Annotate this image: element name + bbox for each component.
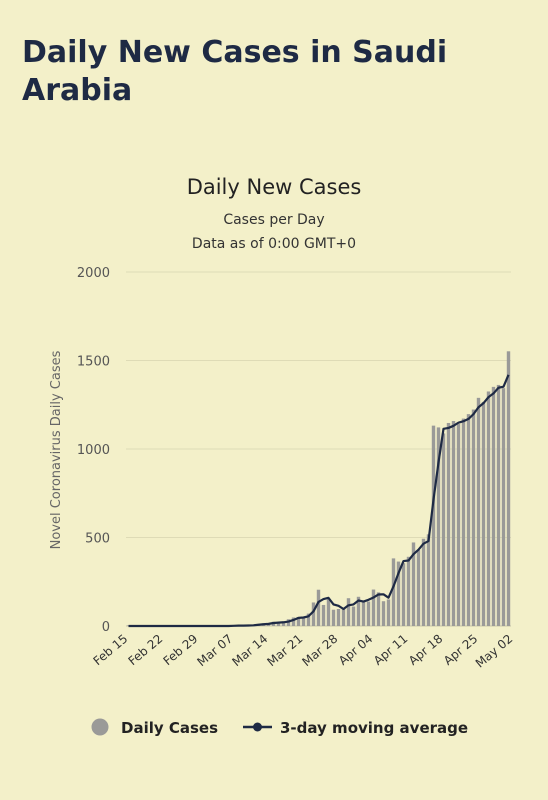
bar [441, 433, 446, 626]
bar [426, 534, 431, 626]
bar [466, 414, 471, 626]
y-axis-label: Novel Coronavirus Daily Cases [49, 350, 64, 549]
bar [496, 384, 501, 626]
bar [316, 589, 321, 626]
bar [291, 617, 296, 626]
y-tick-1500: 1500 [77, 355, 110, 370]
bar [381, 601, 386, 626]
y-tick-500: 500 [85, 532, 110, 547]
bar [501, 388, 506, 626]
bar [396, 561, 401, 626]
x-tick-label: Mar 14 [229, 632, 270, 670]
bar [456, 424, 461, 626]
x-tick-label: Mar 07 [194, 632, 235, 670]
bar [431, 425, 436, 626]
chart-title: Daily New Cases [187, 175, 362, 199]
bar [276, 622, 281, 626]
y-tick-0: 0 [102, 620, 110, 635]
legend-swatch-daily-cases [91, 718, 109, 736]
bar [336, 609, 341, 626]
bar [476, 397, 481, 626]
x-tick-label: Mar 28 [299, 632, 340, 670]
bar [326, 598, 331, 626]
legend: Daily Cases 3-day moving average [91, 718, 468, 737]
bar [391, 558, 396, 626]
x-tick-label: May 02 [473, 632, 516, 671]
bar [471, 409, 476, 626]
chart-data-date: Data as of 0:00 GMT+0 [192, 236, 356, 252]
bar [416, 550, 421, 626]
bar [436, 427, 441, 626]
bar [371, 589, 376, 626]
bar [341, 608, 346, 626]
bar-series-daily-cases [126, 351, 511, 626]
bar [486, 391, 491, 626]
bar [411, 542, 416, 626]
x-tick-label: Mar 21 [264, 632, 305, 670]
bar [401, 563, 406, 626]
bar [421, 538, 426, 626]
bar [321, 604, 326, 626]
bar [386, 599, 391, 626]
bar [281, 622, 286, 626]
bar [361, 601, 366, 626]
bar [266, 624, 271, 626]
bar [506, 351, 511, 626]
x-tick-label: Apr 18 [406, 632, 446, 668]
bar [346, 598, 351, 626]
moving-average-line [128, 374, 510, 628]
bar [331, 609, 336, 626]
chart-subtitle: Cases per Day [223, 212, 324, 228]
bar [376, 592, 381, 626]
x-tick-label: Apr 11 [371, 632, 411, 668]
bar [446, 422, 451, 626]
bar [461, 418, 466, 626]
bar [296, 616, 301, 626]
page-title: Daily New Cases in Saudi Arabia [22, 35, 448, 109]
y-tick-labels: 0 500 1000 1500 2000 [77, 266, 110, 635]
legend-marker-moving-average [253, 722, 262, 732]
bar [451, 421, 456, 626]
line-series-moving-average [128, 374, 510, 628]
bar [491, 386, 496, 626]
bar [306, 613, 311, 626]
bar [351, 606, 356, 626]
x-tick-label: Feb 29 [161, 632, 201, 669]
bar [481, 401, 486, 626]
bar [406, 556, 411, 626]
bar [366, 601, 371, 626]
x-tick-label: Feb 22 [126, 632, 166, 669]
bar [301, 618, 306, 626]
bar [311, 602, 316, 626]
x-tick-label: Apr 04 [336, 632, 376, 668]
legend-label-daily-cases: Daily Cases [121, 719, 218, 737]
y-tick-2000: 2000 [77, 266, 110, 281]
y-tick-1000: 1000 [77, 443, 110, 458]
legend-label-moving-average: 3-day moving average [280, 719, 468, 737]
x-tick-label: Feb 15 [91, 632, 131, 669]
bar [356, 596, 361, 626]
